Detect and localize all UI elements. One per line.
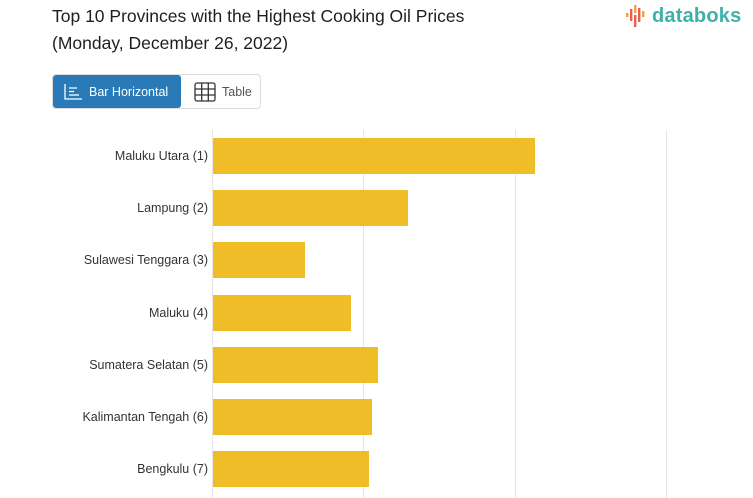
table-label: Table	[222, 84, 252, 99]
title-line-2: (Monday, December 26, 2022)	[52, 33, 289, 53]
bar-row: Maluku Utara (1)	[0, 138, 753, 174]
logo-text: databoks	[652, 5, 742, 27]
bar-horizontal-label: Bar Horizontal	[89, 84, 169, 99]
bar-row: Bengkulu (7)	[0, 451, 753, 488]
bar-chart: Maluku Utara (1) Lampung (2) Sulawesi Teng…	[0, 130, 753, 498]
bar-row: Kalimantan Tengah (6)	[0, 399, 753, 435]
databoks-logo[interactable]: databoks	[626, 4, 741, 28]
gridline	[515, 130, 516, 498]
bar-row: Maluku (4)	[0, 294, 753, 331]
bar-row: Sulawesi Tenggara (3)	[0, 242, 753, 279]
bar[interactable]	[213, 138, 536, 174]
bar[interactable]	[213, 451, 369, 488]
sound-wave-logo-icon	[626, 5, 645, 27]
category-label: Maluku Utara (1)	[114, 149, 208, 163]
category-label: Maluku (4)	[148, 305, 208, 320]
title-line-1: Top 10 Provinces with the Highest Cookin…	[52, 6, 465, 26]
category-label: Kalimantan Tengah (6)	[82, 410, 208, 424]
bar[interactable]	[213, 294, 351, 331]
gridline	[363, 130, 364, 498]
bar-row: Sumatera Selatan (5)	[0, 346, 753, 383]
category-label: Bengkulu (7)	[137, 462, 208, 477]
table-grid-icon	[194, 81, 216, 102]
gridline	[666, 130, 667, 498]
category-label: Sulawesi Tenggara (3)	[83, 253, 208, 268]
table-button[interactable]: Table	[181, 75, 252, 108]
chart-title: Top 10 Provinces with the Highest Cookin…	[52, 3, 522, 57]
category-label: Sumatera Selatan (5)	[89, 357, 208, 372]
bar-chart-icon	[64, 83, 82, 100]
bar[interactable]	[213, 242, 306, 279]
gridline	[212, 130, 213, 498]
bar-row: Lampung (2)	[0, 190, 753, 227]
bar[interactable]	[213, 399, 372, 435]
bar[interactable]	[213, 346, 378, 383]
view-toggle: Bar Horizontal Table	[52, 74, 261, 109]
bar[interactable]	[213, 190, 409, 227]
category-label: Lampung (2)	[137, 201, 208, 216]
bar-horizontal-button[interactable]: Bar Horizontal	[53, 75, 181, 108]
